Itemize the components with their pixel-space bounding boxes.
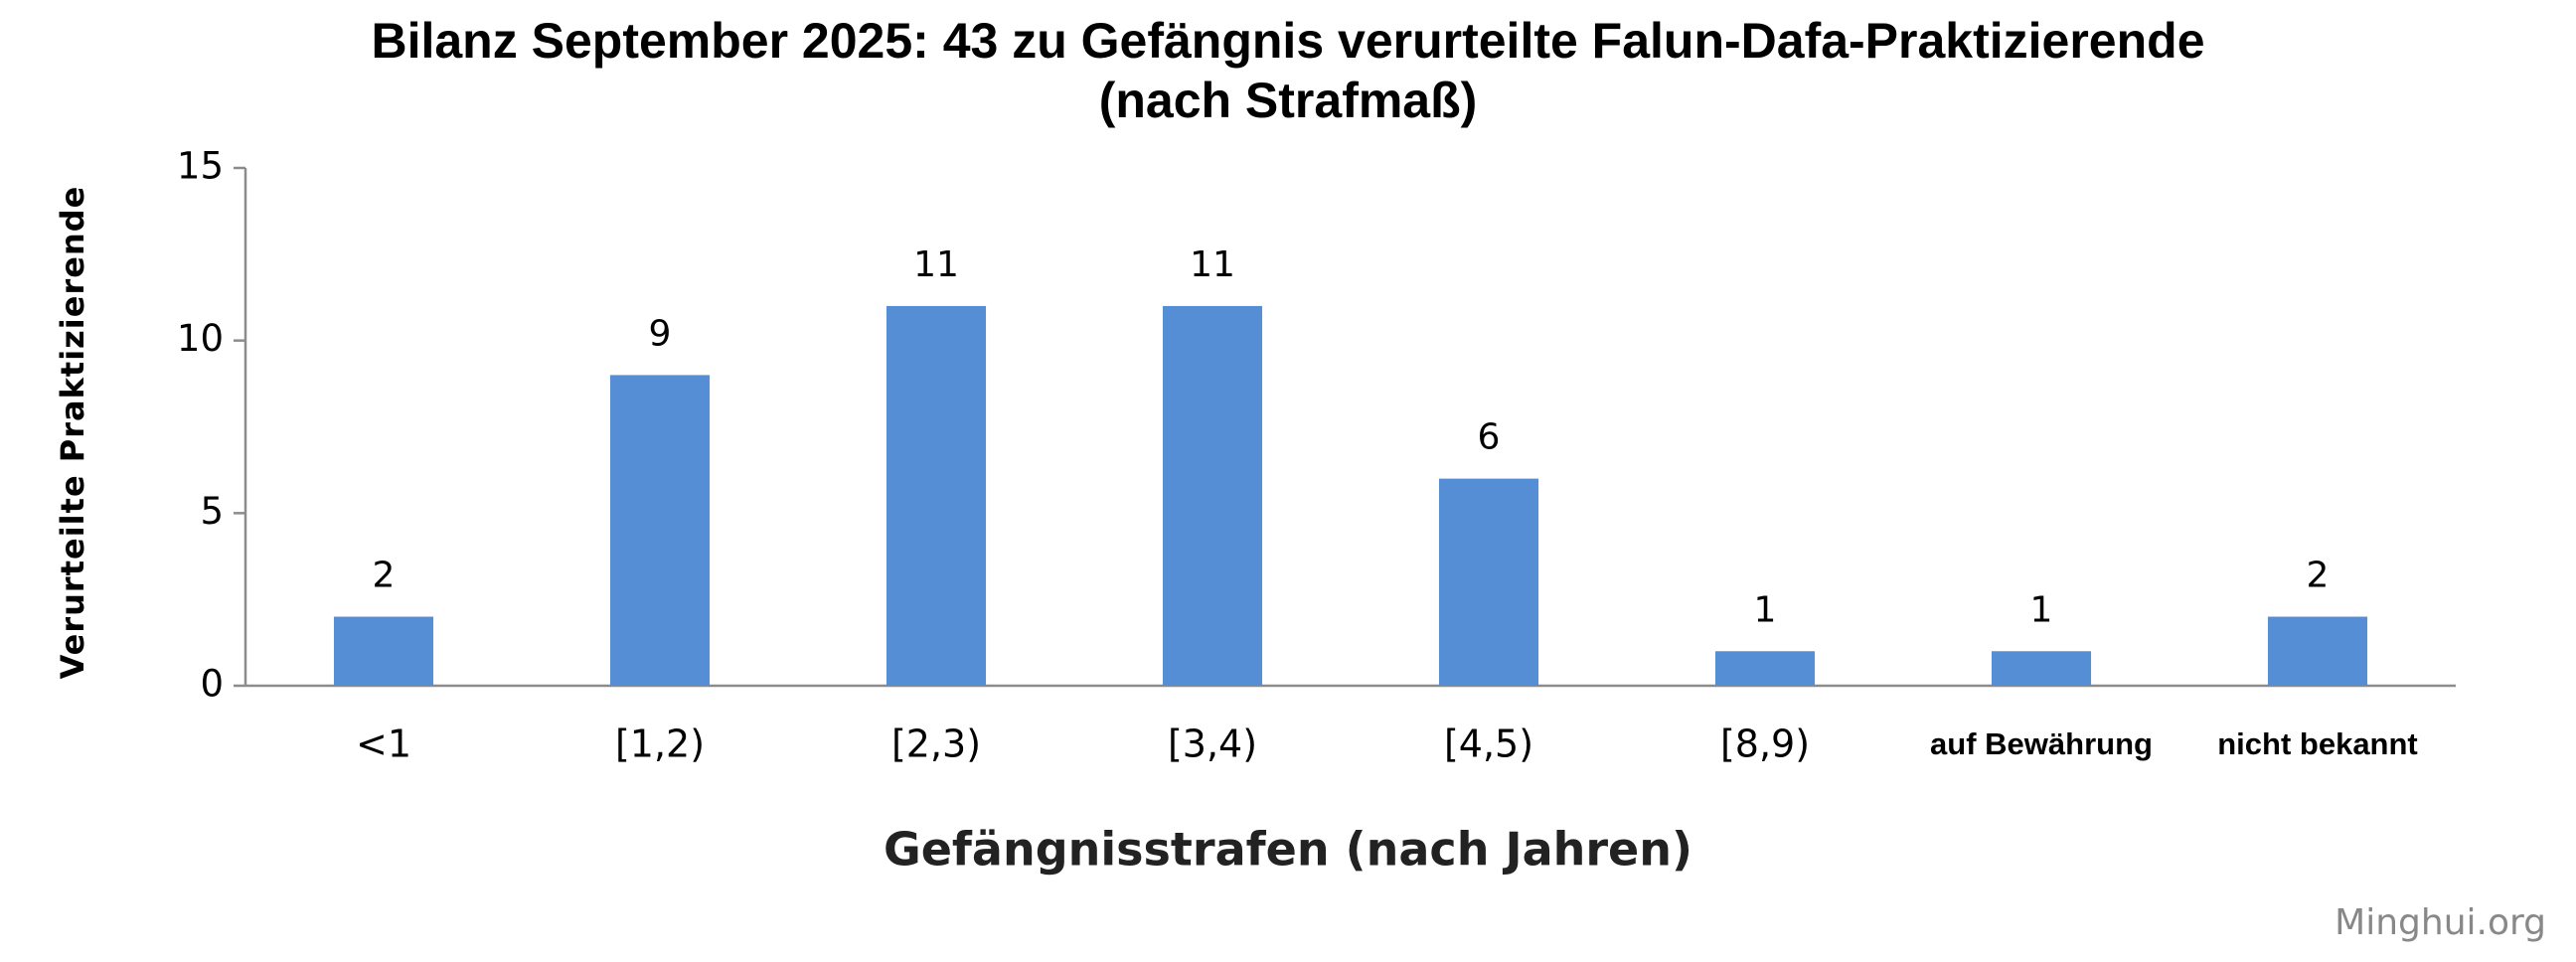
value-label: 6	[1478, 417, 1501, 458]
x-tick-label: [1,2)	[615, 722, 705, 766]
bar	[886, 305, 987, 686]
x-tick-label: <1	[356, 722, 411, 766]
bar	[333, 616, 434, 686]
bar	[1162, 305, 1263, 686]
x-tick-label: auf Bewährung	[1930, 726, 2153, 761]
x-axis-label: Gefängnisstrafen (nach Jahren)	[884, 823, 1692, 877]
bar	[1991, 651, 2092, 686]
value-label: 1	[1754, 589, 1777, 630]
value-label: 2	[2307, 556, 2330, 596]
bar	[2267, 616, 2368, 686]
y-tick-label: 0	[200, 663, 224, 706]
x-tick-label: [2,3)	[891, 722, 981, 766]
y-tick-label: 5	[200, 490, 224, 533]
bar	[609, 375, 711, 686]
value-label: 9	[649, 313, 672, 354]
y-axis-label: Verurteilte Praktizierende	[54, 186, 91, 680]
watermark: Minghui.org	[2334, 902, 2546, 943]
y-tick-label: 15	[177, 145, 224, 188]
chart-title: (nach Strafmaß)	[1099, 73, 1478, 128]
x-tick-label: [4,5)	[1444, 722, 1533, 766]
value-label: 1	[2030, 589, 2053, 630]
y-tick-label: 10	[177, 317, 224, 360]
bar	[1438, 478, 1539, 686]
x-tick-label: nicht bekannt	[2217, 726, 2418, 761]
x-tick-label: [8,9)	[1720, 722, 1810, 766]
value-label: 11	[1190, 244, 1235, 285]
value-label: 2	[373, 556, 396, 596]
x-tick-label: [3,4)	[1168, 722, 1257, 766]
bar	[1714, 651, 1816, 686]
value-label: 11	[913, 244, 959, 285]
chart-title: Bilanz September 2025: 43 zu Gefängnis v…	[371, 13, 2204, 69]
